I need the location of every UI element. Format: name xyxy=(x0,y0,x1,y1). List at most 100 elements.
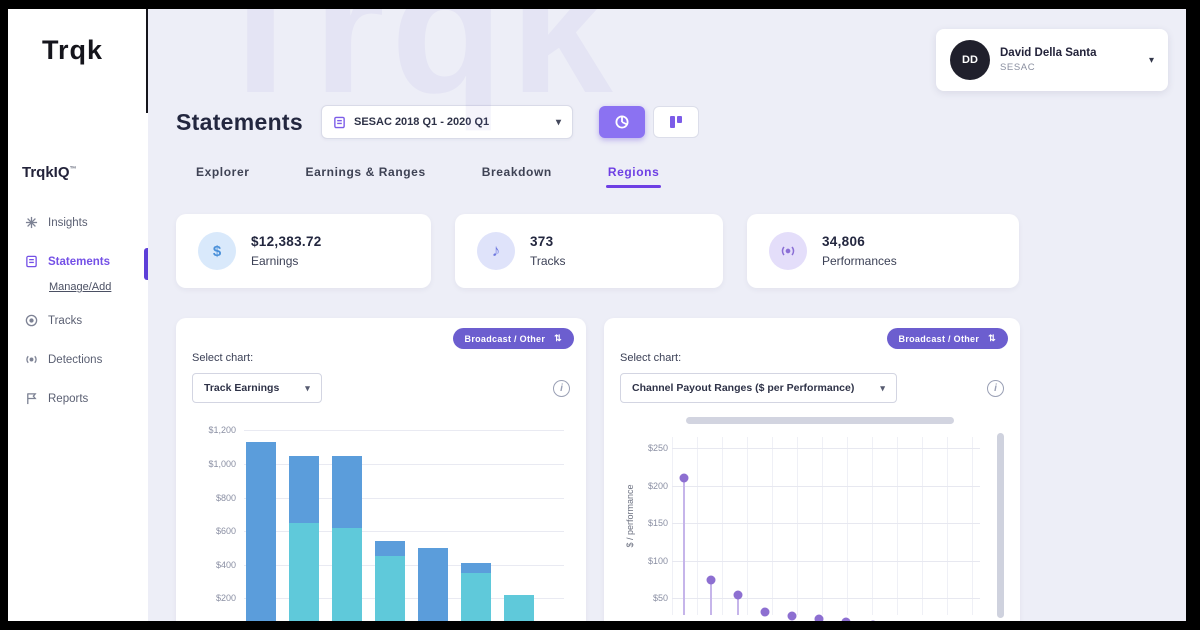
active-nav-indicator xyxy=(144,248,148,280)
info-icon[interactable]: i xyxy=(987,379,1004,397)
data-point xyxy=(706,575,716,584)
y-tick-label: $150 xyxy=(647,518,668,529)
statement-period-select[interactable]: SESAC 2018 Q1 - 2020 Q1 ▾ xyxy=(320,105,573,139)
sidebar-item-tracks[interactable]: Tracks xyxy=(8,301,148,340)
sort-arrows-icon: ⇅ xyxy=(554,333,562,343)
gridline xyxy=(672,560,980,562)
bar-segment-broadcast xyxy=(246,442,276,621)
y-tick-label: $250 xyxy=(647,443,668,454)
lollipop-stem xyxy=(737,594,739,615)
gridline xyxy=(672,448,980,450)
bar-segment-other xyxy=(375,556,405,621)
gridline xyxy=(672,598,980,600)
bar-segment-other xyxy=(461,573,491,621)
stat-card-earnings: $ $12,383.72 Earnings xyxy=(176,214,431,288)
data-point xyxy=(733,590,743,599)
data-point xyxy=(841,617,851,621)
chart-type-value: Channel Payout Ranges ($ per Performance… xyxy=(632,382,855,394)
sidebar-item-label: Statements xyxy=(48,255,110,268)
chevron-down-icon: ▾ xyxy=(555,116,561,128)
user-info: David Della Santa SESAC xyxy=(1000,47,1097,73)
select-chart-label: Select chart: xyxy=(620,352,682,364)
tab-breakdown[interactable]: Breakdown xyxy=(481,165,552,179)
sidebar-item-label: Reports xyxy=(48,392,89,405)
channel-payout-panel: Broadcast / Other ⇅ Select chart: Channe… xyxy=(604,318,1020,621)
bar-segment-broadcast xyxy=(375,541,405,557)
statements-icon xyxy=(24,254,39,269)
stat-text: 34,806 Performances xyxy=(822,234,897,268)
tracks-icon xyxy=(24,313,39,328)
app-window: Trqk TrqkIQ™ Insights Statements Manage/… xyxy=(8,9,1186,621)
product-name: TrqkIQ™ xyxy=(22,164,77,181)
bar-segment-broadcast xyxy=(289,455,319,523)
badge-label: Broadcast / Other xyxy=(464,333,546,344)
stat-text: 373 Tracks xyxy=(530,234,566,268)
sidebar-nav: Insights Statements Manage/Add Tracks xyxy=(8,203,148,418)
chart-type-value: Track Earnings xyxy=(204,382,280,394)
bar-segment-broadcast xyxy=(332,455,362,528)
broadcast-other-filter[interactable]: Broadcast / Other ⇅ xyxy=(886,328,1008,349)
detections-icon xyxy=(24,352,39,367)
y-tick-label: $50 xyxy=(652,593,668,604)
chart-select-row: Channel Payout Ranges ($ per Performance… xyxy=(620,373,1004,403)
y-tick-label: $200 xyxy=(647,480,668,491)
lollipop-stem xyxy=(683,478,685,615)
sidebar-divider xyxy=(146,9,148,113)
sidebar-item-label: Tracks xyxy=(48,314,83,327)
track-earnings-chart: $1,200 $1,000 $800 $600 $400 $200 xyxy=(192,417,570,621)
channel-payout-chart: $ / performance $250 $200 $150 $100 $50 xyxy=(620,415,1004,621)
data-point xyxy=(787,611,797,620)
tab-regions[interactable]: Regions xyxy=(605,165,661,188)
info-icon[interactable]: i xyxy=(553,379,570,397)
broadcast-icon xyxy=(769,232,807,270)
user-name: David Della Santa xyxy=(1000,47,1097,59)
gridline xyxy=(244,464,564,466)
sort-arrows-icon: ⇅ xyxy=(988,333,996,343)
stat-value: $12,383.72 xyxy=(251,234,322,249)
y-tick-label: $400 xyxy=(215,559,236,570)
tab-explorer[interactable]: Explorer xyxy=(196,165,250,179)
bar-segment-broadcast xyxy=(418,548,448,621)
sidebar-item-insights[interactable]: Insights xyxy=(8,203,148,242)
data-point xyxy=(868,620,878,621)
sidebar-link-manage-add[interactable]: Manage/Add xyxy=(49,281,112,293)
stat-card-performances: 34,806 Performances xyxy=(747,214,1019,288)
chart-type-select[interactable]: Track Earnings ▾ xyxy=(192,373,322,403)
bar-segment-broadcast xyxy=(461,563,491,574)
chart-select-row: Track Earnings ▾ i xyxy=(192,373,570,403)
cards-view-icon xyxy=(669,116,682,128)
select-chart-label: Select chart: xyxy=(192,352,254,364)
horizontal-scrollbar[interactable] xyxy=(686,417,954,424)
music-note-icon: ♪ xyxy=(477,232,515,270)
avatar: DD xyxy=(950,40,990,80)
scatter-plot-area xyxy=(672,437,980,621)
gridline xyxy=(244,430,564,432)
card-view-button[interactable] xyxy=(652,106,699,138)
y-tick-label: $100 xyxy=(647,555,668,566)
stat-text: $12,383.72 Earnings xyxy=(251,234,322,268)
stat-label: Earnings xyxy=(251,254,299,268)
y-tick-label: $1,000 xyxy=(208,459,236,470)
chart-type-select[interactable]: Channel Payout Ranges ($ per Performance… xyxy=(620,373,897,403)
chevron-down-icon: ▾ xyxy=(880,382,885,393)
broadcast-other-filter[interactable]: Broadcast / Other ⇅ xyxy=(452,328,574,349)
sidebar-item-statements[interactable]: Statements xyxy=(8,242,148,281)
sidebar-item-label: Insights xyxy=(48,216,88,229)
reports-icon xyxy=(24,391,39,406)
sidebar-item-detections[interactable]: Detections xyxy=(8,340,148,379)
vertical-scrollbar[interactable] xyxy=(997,433,1004,618)
chart-view-button[interactable] xyxy=(598,106,645,138)
user-menu[interactable]: DD David Della Santa SESAC ▾ xyxy=(936,29,1168,91)
sidebar: Trqk TrqkIQ™ Insights Statements Manage/… xyxy=(8,9,148,621)
statement-tabs: Explorer Earnings & Ranges Breakdown Reg… xyxy=(196,165,1186,188)
statement-period-value: SESAC 2018 Q1 - 2020 Q1 xyxy=(353,116,490,128)
sidebar-item-reports[interactable]: Reports xyxy=(8,379,148,418)
stat-value: 34,806 xyxy=(822,234,866,249)
tab-earnings-ranges[interactable]: Earnings & Ranges xyxy=(305,165,426,179)
chevron-down-icon: ▾ xyxy=(305,382,310,393)
badge-label: Broadcast / Other xyxy=(898,333,980,344)
data-point xyxy=(814,614,824,621)
stat-label: Tracks xyxy=(530,254,566,268)
stat-label: Performances xyxy=(822,254,897,268)
gridline xyxy=(244,531,564,533)
